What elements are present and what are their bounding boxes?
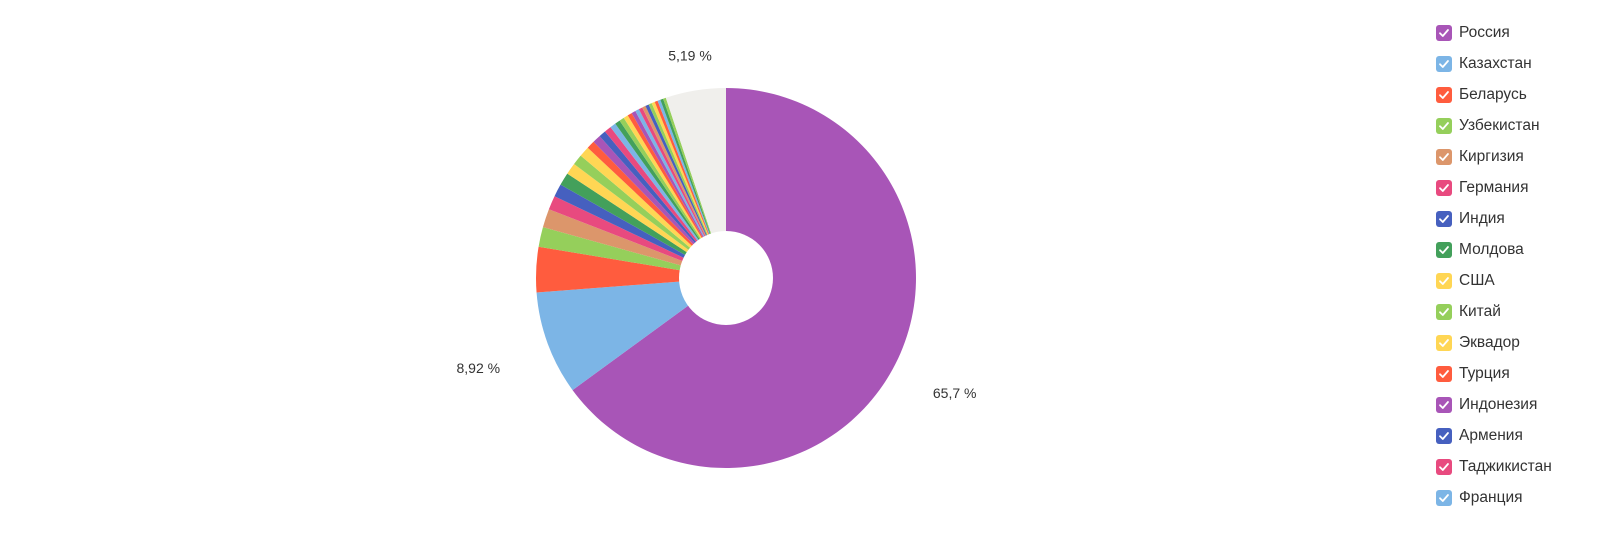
pie-chart-svg: 65,7 % 8,92 % 5,19 % bbox=[457, 47, 977, 468]
pie-slice-28[interactable] bbox=[657, 99, 726, 279]
checkbox-checked-icon[interactable] bbox=[1436, 179, 1452, 196]
legend-label: Китай bbox=[1459, 302, 1501, 320]
legend-label: Казахстан bbox=[1459, 54, 1532, 72]
legend-item[interactable]: Молдова bbox=[1436, 234, 1552, 265]
checkbox-checked-icon[interactable] bbox=[1436, 303, 1452, 320]
pie-slice-Германия[interactable] bbox=[548, 196, 726, 278]
pie-slice-31[interactable] bbox=[665, 88, 726, 278]
legend-label: Молдова bbox=[1459, 240, 1524, 258]
checkbox-checked-icon[interactable] bbox=[1436, 396, 1452, 413]
pie-slice-20[interactable] bbox=[631, 111, 726, 278]
donut-hole bbox=[679, 231, 773, 325]
legend-item[interactable]: Германия bbox=[1436, 172, 1552, 203]
legend-item[interactable]: Индия bbox=[1436, 203, 1552, 234]
checkbox-checked-icon[interactable] bbox=[1436, 272, 1452, 289]
legend-item[interactable]: Узбекистан bbox=[1436, 110, 1552, 141]
legend-item[interactable]: Турция bbox=[1436, 358, 1552, 389]
checkbox-checked-icon[interactable] bbox=[1436, 365, 1452, 382]
legend-item[interactable]: Россия bbox=[1436, 17, 1552, 48]
legend-item[interactable]: Киргизия bbox=[1436, 141, 1552, 172]
pie-slice-Эквадор[interactable] bbox=[580, 147, 726, 278]
checkbox-checked-icon[interactable] bbox=[1436, 241, 1452, 258]
pie-slice-23[interactable] bbox=[642, 105, 726, 279]
checkbox-checked-icon[interactable] bbox=[1436, 55, 1452, 72]
pie-slice-22[interactable] bbox=[638, 107, 726, 279]
pie-percent-labels: 65,7 % 8,92 % 5,19 % bbox=[457, 47, 977, 401]
legend-label: Беларусь bbox=[1459, 85, 1527, 103]
legend-item[interactable]: Индонезия bbox=[1436, 389, 1552, 420]
legend-label: Узбекистан bbox=[1459, 116, 1540, 134]
legend-item[interactable]: Армения bbox=[1436, 420, 1552, 451]
legend-item[interactable]: США bbox=[1436, 265, 1552, 296]
pie-slice-17[interactable] bbox=[619, 117, 726, 278]
pie-slice-26[interactable] bbox=[651, 101, 726, 278]
checkbox-checked-icon[interactable] bbox=[1436, 489, 1452, 506]
pie-slice-19[interactable] bbox=[627, 113, 726, 278]
pie-slice-Франция[interactable] bbox=[610, 123, 726, 278]
percent-label: 5,19 % bbox=[668, 47, 712, 63]
legend-label: Франция bbox=[1459, 488, 1523, 506]
checkbox-checked-icon[interactable] bbox=[1436, 117, 1452, 134]
legend-item[interactable]: Таджикистан bbox=[1436, 451, 1552, 482]
pie-slices bbox=[536, 88, 916, 468]
pie-slice-Индонезия[interactable] bbox=[593, 136, 726, 278]
pie-slice-30[interactable] bbox=[663, 97, 726, 278]
pie-slice-США[interactable] bbox=[567, 163, 726, 278]
legend-item[interactable]: Беларусь bbox=[1436, 79, 1552, 110]
legend-label: США bbox=[1459, 271, 1495, 289]
legend-label: Таджикистан bbox=[1459, 457, 1552, 475]
legend-label: Эквадор bbox=[1459, 333, 1520, 351]
pie-slice-16[interactable] bbox=[615, 120, 726, 278]
pie-slice-Молдова[interactable] bbox=[560, 173, 727, 278]
legend-item[interactable]: Эквадор bbox=[1436, 327, 1552, 358]
percent-label: 8,92 % bbox=[457, 360, 501, 376]
legend-item[interactable]: Казахстан bbox=[1436, 48, 1552, 79]
legend-label: Индия bbox=[1459, 209, 1505, 227]
pie-slice-Армения[interactable] bbox=[599, 131, 726, 278]
legend-label: Армения bbox=[1459, 426, 1523, 444]
pie-slice-Узбекистан[interactable] bbox=[538, 227, 726, 278]
legend-label: Германия bbox=[1459, 178, 1529, 196]
pie-slice-25[interactable] bbox=[648, 103, 726, 278]
checkbox-checked-icon[interactable] bbox=[1436, 427, 1452, 444]
legend-item[interactable]: Китай bbox=[1436, 296, 1552, 327]
legend-label: Индонезия bbox=[1459, 395, 1538, 413]
legend-label: Киргизия bbox=[1459, 147, 1524, 165]
checkbox-checked-icon[interactable] bbox=[1436, 334, 1452, 351]
checkbox-checked-icon[interactable] bbox=[1436, 210, 1452, 227]
pie-slice-Киргизия[interactable] bbox=[542, 209, 726, 278]
legend-label: Россия bbox=[1459, 23, 1510, 41]
percent-label: 65,7 % bbox=[933, 385, 977, 401]
pie-slice-18[interactable] bbox=[623, 115, 726, 278]
pie-slice-Казахстан[interactable] bbox=[536, 278, 726, 391]
checkbox-checked-icon[interactable] bbox=[1436, 148, 1452, 165]
pie-slice-24[interactable] bbox=[645, 104, 726, 279]
pie-slice-29[interactable] bbox=[660, 98, 726, 279]
checkbox-checked-icon[interactable] bbox=[1436, 24, 1452, 41]
checkbox-checked-icon[interactable] bbox=[1436, 458, 1452, 475]
legend-item[interactable]: Франция bbox=[1436, 482, 1552, 513]
pie-slice-21[interactable] bbox=[635, 109, 726, 278]
pie-slice-Беларусь[interactable] bbox=[536, 246, 726, 293]
pie-slice-Турция[interactable] bbox=[587, 141, 726, 278]
pie-slice-Индия[interactable] bbox=[554, 184, 726, 278]
chart-legend: Россия Казахстан Беларусь Узбекистан Киргизи… bbox=[1436, 17, 1552, 513]
pie-slice-27[interactable] bbox=[654, 100, 726, 278]
legend-label: Турция bbox=[1459, 364, 1510, 382]
pie-slice-Китай[interactable] bbox=[574, 155, 726, 278]
checkbox-checked-icon[interactable] bbox=[1436, 86, 1452, 103]
pie-slice-Таджикистан[interactable] bbox=[604, 127, 726, 279]
pie-chart: 65,7 % 8,92 % 5,19 % bbox=[457, 47, 977, 468]
